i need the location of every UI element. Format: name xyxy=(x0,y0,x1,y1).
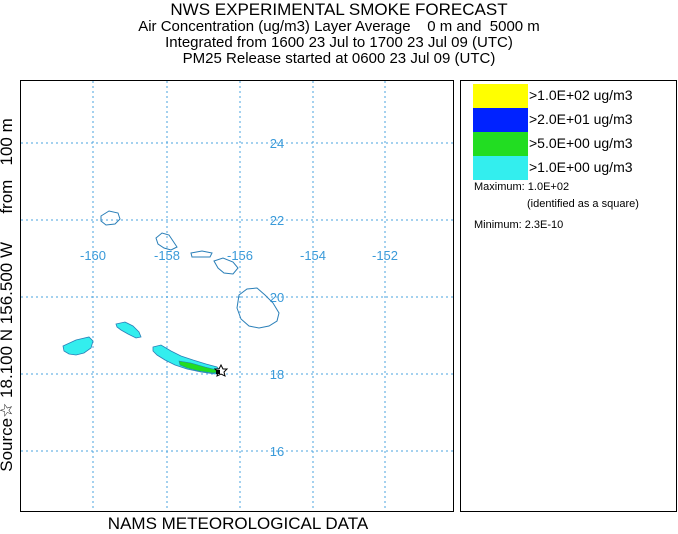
maximum-square xyxy=(216,370,220,374)
lat-label: 16 xyxy=(270,444,284,459)
page-title: NWS EXPERIMENTAL SMOKE FORECAST xyxy=(170,0,508,19)
header: NWS EXPERIMENTAL SMOKE FORECAST Air Conc… xyxy=(0,0,678,67)
hawaii-coast xyxy=(236,287,280,329)
legend-swatch xyxy=(473,156,528,180)
legend-item: >5.0E+00 ug/m3 xyxy=(473,132,673,156)
lat-label: 20 xyxy=(270,290,284,305)
smoke-plume xyxy=(62,321,222,375)
legend-panel: >1.0E+02 ug/m3 >2.0E+01 ug/m3 >5.0E+00 u… xyxy=(460,80,677,512)
plume-cyan-oahu xyxy=(115,321,142,339)
star-icon xyxy=(213,363,229,377)
kauai-coast xyxy=(155,232,178,251)
legend-item: >1.0E+00 ug/m3 xyxy=(473,156,673,180)
data-source-label: NAMS METEOROLOGICAL DATA xyxy=(107,514,369,533)
lon-label: -160 xyxy=(80,248,106,263)
smoke-map: -160 -158 -156 -154 -152 24 22 20 18 16 xyxy=(21,81,453,511)
subtitle-release: PM25 Release started at 0600 23 Jul 09 (… xyxy=(182,50,496,67)
lat-label: 22 xyxy=(270,213,284,228)
coastlines xyxy=(100,210,280,329)
legend-swatch xyxy=(473,108,528,132)
lat-label: 24 xyxy=(270,136,284,151)
legend-item: >1.0E+02 ug/m3 xyxy=(473,84,673,108)
legend-label: >2.0E+01 ug/m3 xyxy=(529,111,633,127)
maximum-value: Maximum: 1.0E+02 xyxy=(474,181,570,193)
maui-coast xyxy=(213,257,239,275)
lon-label: -152 xyxy=(372,248,398,263)
legend-swatch xyxy=(473,84,528,108)
subtitle-integration: Integrated from 1600 23 Jul to 1700 23 J… xyxy=(165,34,513,51)
legend-label: >5.0E+00 ug/m3 xyxy=(529,135,633,151)
niihau-coast xyxy=(100,210,121,226)
maximum-note: (identified as a square) xyxy=(527,198,639,210)
lat-label: 18 xyxy=(270,367,284,382)
lon-label: -156 xyxy=(227,248,253,263)
legend-item: >2.0E+01 ug/m3 xyxy=(473,108,673,132)
graticule xyxy=(21,81,453,511)
legend-swatch xyxy=(473,132,528,156)
lon-label: -158 xyxy=(154,248,180,263)
subtitle-concentration: Air Concentration (ug/m3) Layer Average … xyxy=(138,18,540,35)
plume-cyan-kauai xyxy=(62,336,94,356)
lon-label: -154 xyxy=(300,248,326,263)
minimum-value: Minimum: 2.3E-10 xyxy=(474,219,564,231)
map-panel: -160 -158 -156 -154 -152 24 22 20 18 16 xyxy=(20,80,454,512)
legend-label: >1.0E+02 ug/m3 xyxy=(529,87,633,103)
source-label: Source☆ 18.100 N 156.500 W from 100 m xyxy=(0,118,16,472)
legend-label: >1.0E+00 ug/m3 xyxy=(529,159,633,175)
molokai-coast xyxy=(190,250,213,258)
